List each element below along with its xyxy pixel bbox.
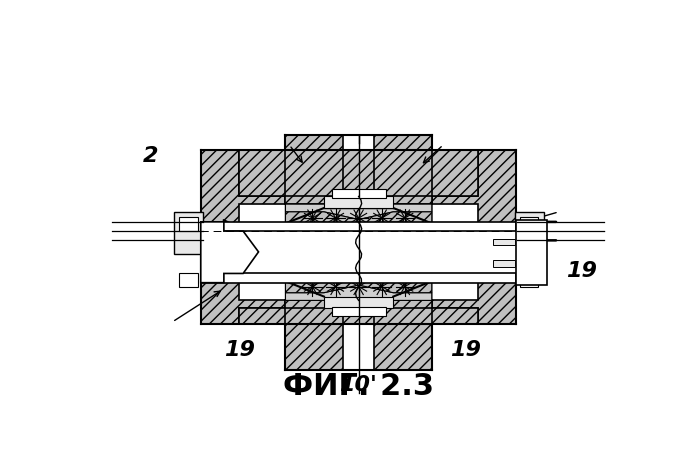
- Bar: [201, 274, 516, 283]
- Polygon shape: [239, 150, 478, 208]
- Polygon shape: [355, 204, 432, 223]
- Polygon shape: [285, 212, 432, 227]
- Text: 2: 2: [143, 146, 159, 166]
- Text: ФИГ. 2.3: ФИГ. 2.3: [283, 372, 434, 401]
- Bar: [201, 222, 516, 231]
- Text: 10': 10': [339, 375, 377, 395]
- Bar: [285, 308, 343, 370]
- Polygon shape: [285, 204, 432, 220]
- Bar: [331, 189, 386, 198]
- Polygon shape: [432, 150, 517, 324]
- Polygon shape: [285, 204, 363, 223]
- Bar: [374, 308, 432, 370]
- Polygon shape: [285, 204, 432, 301]
- Polygon shape: [285, 277, 432, 292]
- Bar: [203, 239, 224, 245]
- Bar: [493, 261, 515, 266]
- Bar: [203, 261, 224, 266]
- Bar: [324, 197, 394, 208]
- Polygon shape: [285, 204, 432, 223]
- Bar: [324, 297, 394, 308]
- Bar: [493, 239, 515, 245]
- Text: 19: 19: [224, 340, 255, 360]
- Text: 19: 19: [566, 261, 597, 280]
- Bar: [374, 135, 432, 197]
- Polygon shape: [239, 297, 478, 324]
- Bar: [179, 274, 198, 287]
- Polygon shape: [285, 223, 432, 281]
- Bar: [201, 231, 516, 274]
- Polygon shape: [285, 204, 432, 225]
- Polygon shape: [285, 281, 363, 301]
- Bar: [516, 220, 547, 285]
- Polygon shape: [201, 222, 259, 283]
- Polygon shape: [285, 285, 432, 301]
- Bar: [519, 217, 538, 231]
- Bar: [285, 135, 343, 197]
- Polygon shape: [201, 150, 285, 324]
- Bar: [179, 217, 198, 231]
- Polygon shape: [355, 281, 432, 301]
- Bar: [519, 274, 538, 287]
- Bar: [515, 212, 545, 254]
- Text: 19: 19: [450, 340, 482, 360]
- Bar: [331, 306, 386, 316]
- Bar: [174, 212, 203, 254]
